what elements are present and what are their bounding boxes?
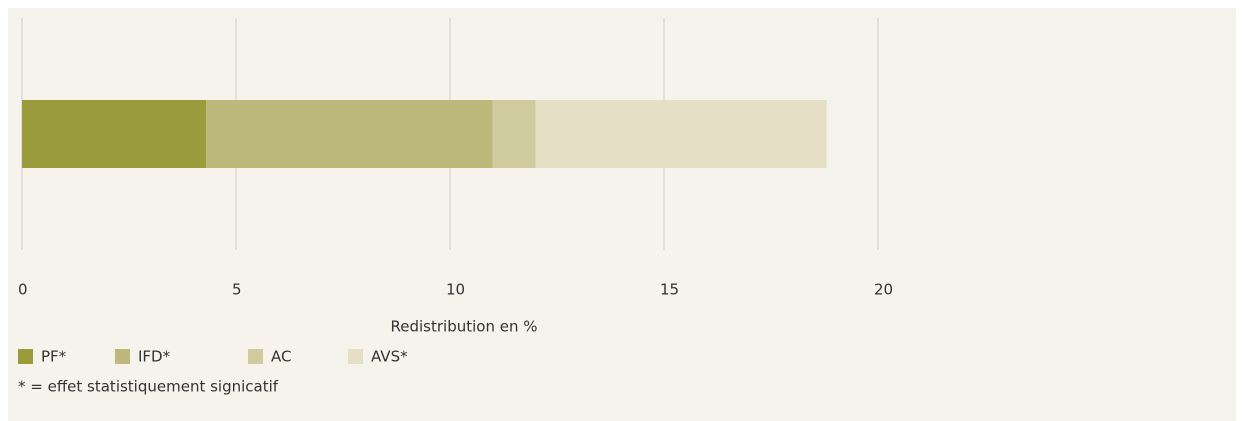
bar-segment <box>535 100 827 168</box>
chart-background <box>8 8 1236 421</box>
bar-segment <box>492 100 536 168</box>
x-tick-label: 20 <box>874 281 893 299</box>
bar-segment <box>206 100 493 168</box>
legend-label: IFD* <box>138 348 171 366</box>
x-tick-label: 10 <box>446 281 465 299</box>
legend-swatch <box>115 349 130 364</box>
legend-swatch <box>18 349 33 364</box>
bar-segment <box>22 100 207 168</box>
x-tick-label: 5 <box>232 281 242 299</box>
x-tick-label: 15 <box>660 281 679 299</box>
legend-swatch <box>348 349 363 364</box>
footnote: * = effet statistiquement signicatif <box>18 378 279 396</box>
legend-swatch <box>248 349 263 364</box>
x-tick-label: 0 <box>18 281 28 299</box>
legend-label: PF* <box>41 348 67 366</box>
legend-label: AVS* <box>371 348 408 366</box>
x-axis-label: Redistribution en % <box>391 318 538 336</box>
legend-label: AC <box>271 348 291 366</box>
